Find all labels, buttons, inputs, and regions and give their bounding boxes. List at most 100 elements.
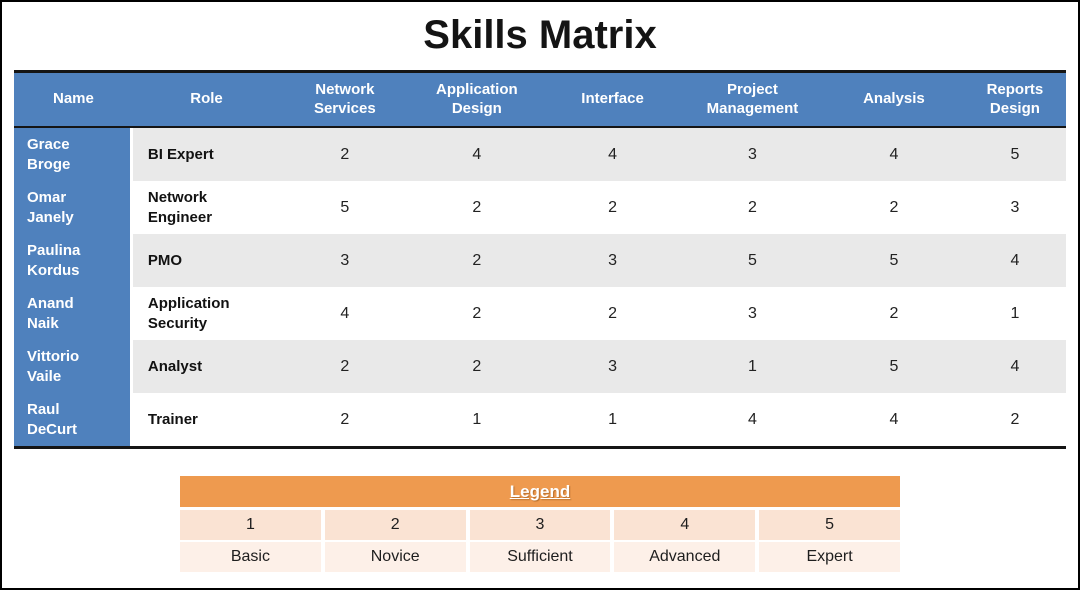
column-header-label: Role: [190, 90, 223, 108]
column-header-label: Interface: [581, 90, 644, 108]
table-row: Grace Broge BI Expert 2 4 4 3 4 5: [14, 128, 1066, 181]
legend-label: Sufficient: [469, 542, 611, 572]
table-body: Grace Broge BI Expert 2 4 4 3 4 5 Omar J…: [14, 128, 1066, 446]
table-row: Omar Janely Network Engineer 5 2 2 2 2 3: [14, 181, 1066, 234]
column-header-label: Application Design: [436, 80, 518, 117]
score-cell: 5: [963, 128, 1066, 181]
score-cell: 2: [544, 181, 681, 234]
score-cell: 3: [544, 340, 681, 393]
person-name: Anand Naik: [27, 295, 74, 332]
score-cell: 5: [823, 340, 964, 393]
legend-labels-row: Basic Novice Sufficient Advanced Expert: [180, 542, 900, 572]
score-cell: 3: [963, 181, 1066, 234]
score-cell: 4: [823, 393, 964, 446]
column-header-interface: Interface: [544, 73, 681, 126]
role-cell: Analyst: [132, 340, 281, 393]
legend-header: Legend: [180, 476, 900, 507]
person-name: Omar Janely: [27, 189, 74, 226]
column-header-label: Network Services: [313, 80, 376, 117]
person-name: Grace Broge: [27, 136, 71, 173]
score-cell: 2: [280, 340, 410, 393]
column-header-analysis: Analysis: [824, 73, 964, 126]
role-cell: Application Security: [132, 287, 281, 340]
table-row: Anand Naik Application Security 4 2 2 3 …: [14, 287, 1066, 340]
score-cell: 5: [823, 234, 964, 287]
role-cell: Network Engineer: [132, 181, 281, 234]
role-cell: PMO: [132, 234, 281, 287]
role-cell: BI Expert: [132, 128, 281, 181]
person-role: Analyst: [147, 357, 203, 375]
legend-value: 5: [759, 510, 900, 540]
column-header-label: Reports Design: [986, 80, 1044, 117]
table-row: Paulina Kordus PMO 3 2 3 5 5 4: [14, 234, 1066, 287]
person-role: PMO: [147, 251, 183, 269]
page-title: Skills Matrix: [423, 13, 657, 57]
score-cell: 2: [544, 287, 681, 340]
legend-value: 3: [469, 510, 611, 540]
legend-label: Expert: [759, 542, 900, 572]
score-cell: 2: [409, 287, 545, 340]
score-cell: 3: [680, 128, 824, 181]
name-cell: Raul DeCurt: [14, 393, 133, 446]
legend-label: Basic: [180, 542, 321, 572]
legend-value: 1: [180, 510, 321, 540]
role-cell: Trainer: [132, 393, 281, 446]
legend-value: 4: [614, 510, 756, 540]
legend-label: Advanced: [614, 542, 756, 572]
legend-title: Legend: [509, 481, 571, 501]
person-role: BI Expert: [147, 145, 214, 163]
score-cell: 3: [544, 234, 681, 287]
column-header-project-management: Project Management: [681, 73, 824, 126]
score-cell: 1: [963, 287, 1066, 340]
column-header-label: Name: [53, 90, 94, 108]
name-cell: Vittorio Vaile: [14, 340, 133, 393]
table-header-row: Name Role Network Services Application D…: [14, 73, 1066, 128]
score-cell: 4: [963, 340, 1066, 393]
column-header-application-design: Application Design: [410, 73, 545, 126]
legend: Legend 1 2 3 4 5 Basic Novice Sufficient…: [180, 476, 900, 572]
column-header-role: Role: [133, 73, 280, 126]
table-row: Raul DeCurt Trainer 2 1 1 4 4 2: [14, 393, 1066, 446]
score-cell: 1: [680, 340, 824, 393]
score-cell: 4: [823, 128, 964, 181]
name-cell: Grace Broge: [14, 128, 133, 181]
person-name: Raul DeCurt: [27, 401, 78, 438]
score-cell: 2: [409, 340, 545, 393]
column-header-network-services: Network Services: [280, 73, 409, 126]
score-cell: 4: [280, 287, 410, 340]
name-cell: Anand Naik: [14, 287, 133, 340]
score-cell: 4: [544, 128, 681, 181]
legend-values-row: 1 2 3 4 5: [180, 510, 900, 540]
score-cell: 1: [544, 393, 681, 446]
score-cell: 4: [963, 234, 1066, 287]
legend-value: 2: [324, 510, 466, 540]
score-cell: 4: [409, 128, 545, 181]
score-cell: 5: [680, 234, 824, 287]
score-cell: 2: [823, 181, 964, 234]
score-cell: 2: [409, 181, 545, 234]
score-cell: 2: [823, 287, 964, 340]
score-cell: 2: [280, 393, 410, 446]
skills-matrix-table: Name Role Network Services Application D…: [14, 70, 1066, 449]
person-name: Paulina Kordus: [27, 242, 81, 279]
column-header-label: Project Management: [706, 80, 799, 117]
column-header-name: Name: [14, 73, 133, 126]
score-cell: 2: [409, 234, 545, 287]
person-role: Trainer: [147, 410, 198, 428]
column-header-reports-design: Reports Design: [964, 73, 1066, 126]
score-cell: 3: [680, 287, 824, 340]
score-cell: 2: [963, 393, 1066, 446]
column-header-label: Analysis: [863, 90, 925, 108]
score-cell: 4: [680, 393, 824, 446]
person-role: Application Security: [147, 295, 230, 332]
score-cell: 5: [280, 181, 410, 234]
score-cell: 1: [409, 393, 545, 446]
legend-label: Novice: [324, 542, 466, 572]
name-cell: Omar Janely: [14, 181, 133, 234]
person-role: Network Engineer: [147, 189, 213, 226]
score-cell: 2: [680, 181, 824, 234]
score-cell: 3: [280, 234, 410, 287]
score-cell: 2: [280, 128, 410, 181]
name-cell: Paulina Kordus: [14, 234, 133, 287]
table-row: Vittorio Vaile Analyst 2 2 3 1 5 4: [14, 340, 1066, 393]
